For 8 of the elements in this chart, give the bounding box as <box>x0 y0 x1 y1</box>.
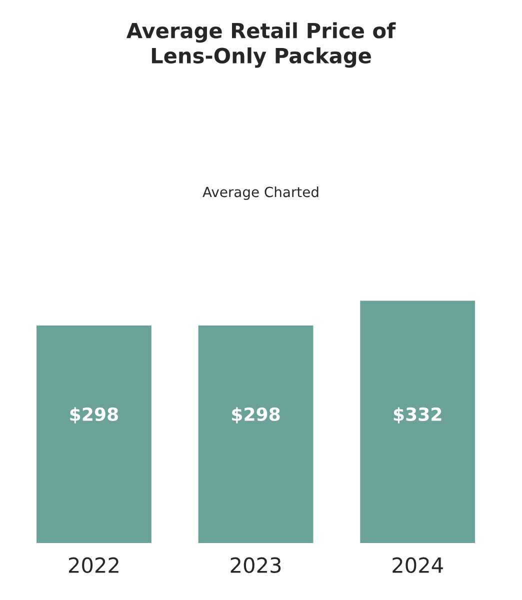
data-label: $298 <box>70 407 118 424</box>
chart-subtitle: Average Charted <box>202 186 318 200</box>
chart-title: Average Retail Price of Lens-Only Package <box>126 22 396 68</box>
x-tick-label: 2024 <box>392 557 443 574</box>
x-tick-label: 2023 <box>230 557 281 574</box>
data-label: $332 <box>394 407 442 424</box>
data-label: $298 <box>232 407 280 424</box>
x-tick-label: 2022 <box>68 557 118 574</box>
